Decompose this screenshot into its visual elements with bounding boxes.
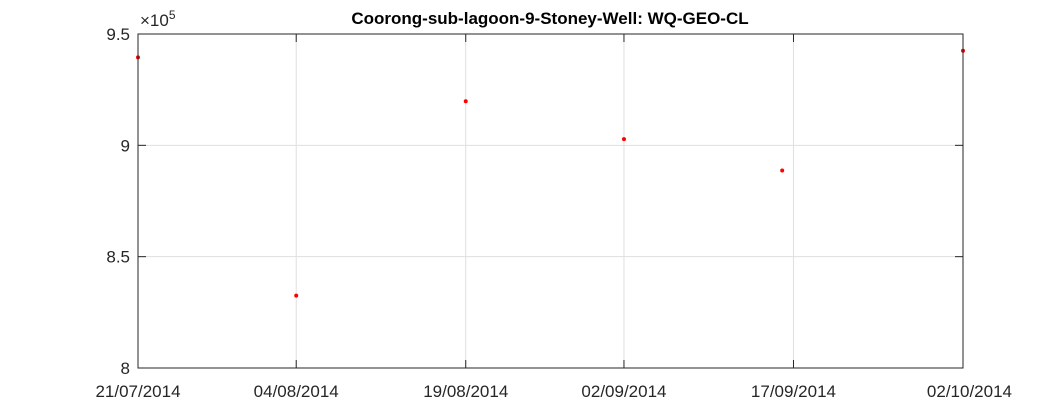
data-point [294,293,299,298]
x-tick-label: 02/10/2014 [927,382,1012,401]
y-tick-label: 9 [121,136,130,155]
y-tick-label: 9.5 [106,25,130,44]
plot-frame [137,33,964,369]
y-exponent-label: ×105 [140,8,176,30]
data-point [621,137,626,142]
data-point [780,168,785,173]
axis-ticks [137,33,964,369]
data-point [463,99,468,104]
x-tick-label: 17/09/2014 [751,382,836,401]
y-exponent-power: 5 [169,8,176,22]
x-tick-label: 19/08/2014 [423,382,508,401]
y-exponent-base: ×10 [140,11,169,30]
x-tick-labels: 21/07/2014 04/08/2014 19/08/2014 02/09/2014… [95,382,1012,401]
x-tick-label: 04/08/2014 [254,382,339,401]
plot-background [138,34,963,368]
x-tick-label: 02/09/2014 [581,382,666,401]
y-tick-label: 8.5 [106,248,130,267]
y-tick-label: 8 [121,359,130,378]
x-tick-label: 21/07/2014 [95,382,180,401]
chart-title: Coorong-sub-lagoon-9-Stoney-Well: WQ-GEO… [351,9,748,28]
y-tick-labels: 8 8.5 9 9.5 [106,25,130,378]
